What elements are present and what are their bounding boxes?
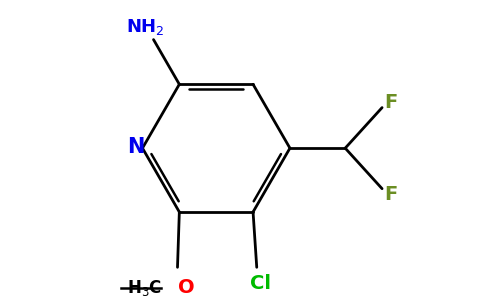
Text: F: F	[385, 185, 398, 204]
Text: O: O	[179, 278, 195, 297]
Text: Cl: Cl	[250, 274, 271, 293]
Text: NH$_2$: NH$_2$	[126, 17, 165, 37]
Text: H$_3$C: H$_3$C	[127, 278, 162, 298]
Text: N: N	[127, 137, 145, 158]
Text: F: F	[385, 93, 398, 112]
